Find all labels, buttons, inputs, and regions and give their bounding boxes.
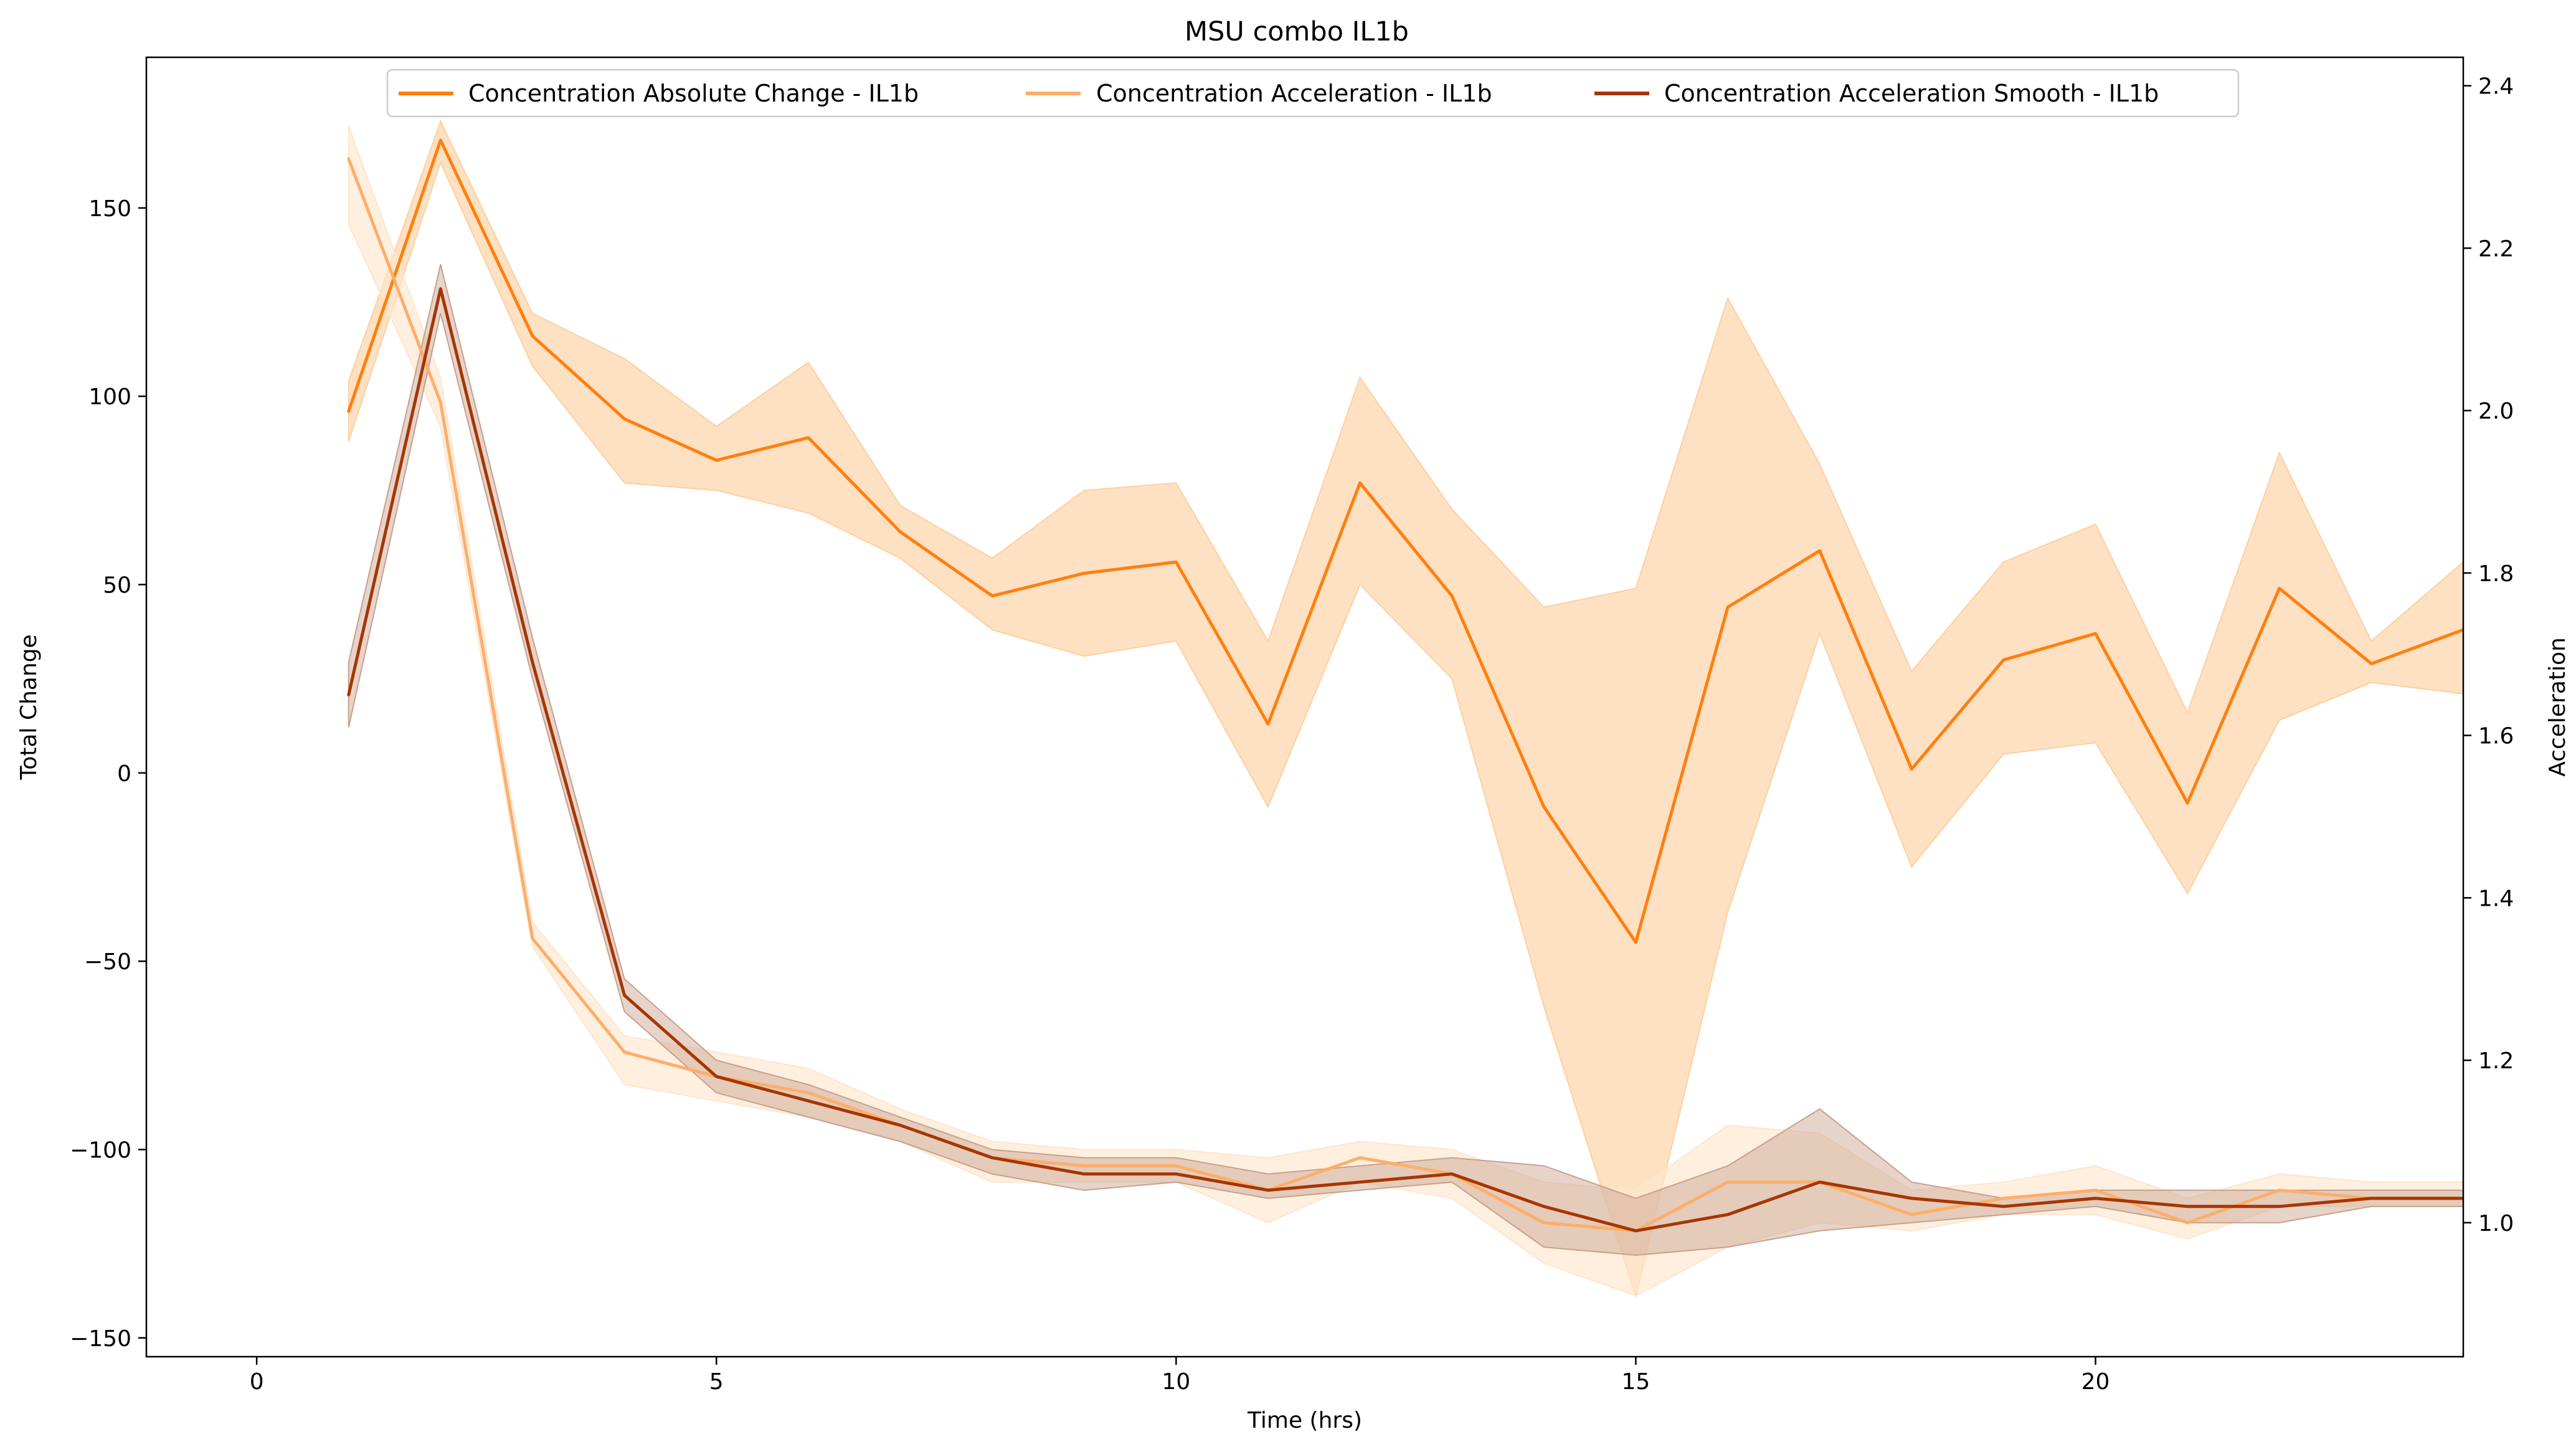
chart-title: MSU combo IL1b [1185, 16, 1409, 47]
data-point [2371, 663, 2372, 664]
series-line [347, 287, 2463, 1233]
x-tick-label: 0 [250, 1369, 264, 1395]
data-point [440, 402, 441, 403]
data-point [440, 140, 441, 141]
confidence-band [348, 120, 2463, 1299]
y-right-tick-label: 2.4 [2478, 74, 2514, 100]
y-axis-right-ticks: 1.0 1.2 1.4 1.6 1.8 2.0 2.2 2.4 [2463, 74, 2514, 1236]
y-tick-label: 0 [117, 761, 131, 787]
data-point [2187, 803, 2188, 804]
legend-label: Concentration Acceleration - IL1b [1096, 80, 1492, 107]
y-right-tick-label: 2.0 [2478, 399, 2514, 424]
x-tick-label: 5 [709, 1369, 724, 1395]
data-point [992, 1157, 993, 1158]
x-tick-label: 15 [1622, 1369, 1650, 1395]
y-tick-label: −150 [70, 1326, 131, 1352]
y-right-tick-label: 1.0 [2478, 1211, 2514, 1236]
x-tick-label: 20 [2081, 1369, 2110, 1395]
series-lines [347, 138, 2463, 1233]
y-tick-label: −50 [84, 949, 131, 975]
confidence-band [348, 264, 2463, 1256]
data-point [2279, 1206, 2280, 1207]
y-axis-right-label: Acceleration [2545, 637, 2570, 777]
y-axis-ticks: −150 −100 −50 0 50 100 150 [70, 196, 146, 1352]
data-point [440, 288, 441, 289]
y-tick-label: 100 [88, 384, 131, 410]
x-axis-ticks: 0 5 10 15 20 [250, 1357, 2110, 1395]
data-point [2095, 633, 2096, 634]
y-tick-label: 150 [88, 196, 131, 222]
data-point [900, 1125, 901, 1126]
legend-label: Concentration Acceleration Smooth - IL1b [1664, 80, 2159, 107]
y-tick-label: −100 [70, 1137, 131, 1163]
y-right-tick-label: 1.4 [2478, 886, 2514, 911]
legend-entry: Concentration Absolute Change - IL1b [399, 80, 919, 107]
data-point [900, 531, 901, 532]
y-axis-label: Total Change [16, 634, 42, 780]
legend-entry: Concentration Acceleration - IL1b [1026, 80, 1492, 107]
data-point [2003, 1206, 2004, 1207]
data-point [348, 158, 349, 159]
y-right-tick-label: 2.2 [2478, 236, 2514, 262]
confidence-bands [348, 120, 2463, 1299]
data-point [1176, 1165, 1177, 1166]
y-right-tick-label: 1.6 [2478, 724, 2514, 749]
data-point [2187, 1222, 2188, 1223]
legend-box [386, 69, 2240, 118]
data-point [1543, 1206, 1544, 1207]
y-right-tick-label: 1.8 [2478, 561, 2514, 587]
data-point [2279, 588, 2280, 589]
legend: Concentration Absolute Change - IL1b Con… [386, 69, 2240, 118]
x-tick-label: 10 [1162, 1369, 1190, 1395]
data-point [624, 1052, 625, 1053]
series-line [347, 157, 2463, 1233]
data-point [1543, 1222, 1544, 1223]
data-point [716, 1076, 717, 1077]
y-right-tick-label: 1.2 [2478, 1048, 2514, 1074]
plot-frame [145, 56, 2465, 1358]
y-tick-label: 50 [103, 572, 131, 598]
legend-entry: Concentration Acceleration Smooth - IL1b [1594, 80, 2159, 107]
x-axis-label: Time (hrs) [1247, 1408, 1362, 1433]
series-line [347, 138, 2463, 944]
legend-label: Concentration Absolute Change - IL1b [468, 80, 919, 107]
confidence-band [348, 126, 2463, 1297]
data-point [2187, 1206, 2188, 1207]
data-point [348, 411, 349, 412]
data-point [1911, 1214, 1912, 1215]
